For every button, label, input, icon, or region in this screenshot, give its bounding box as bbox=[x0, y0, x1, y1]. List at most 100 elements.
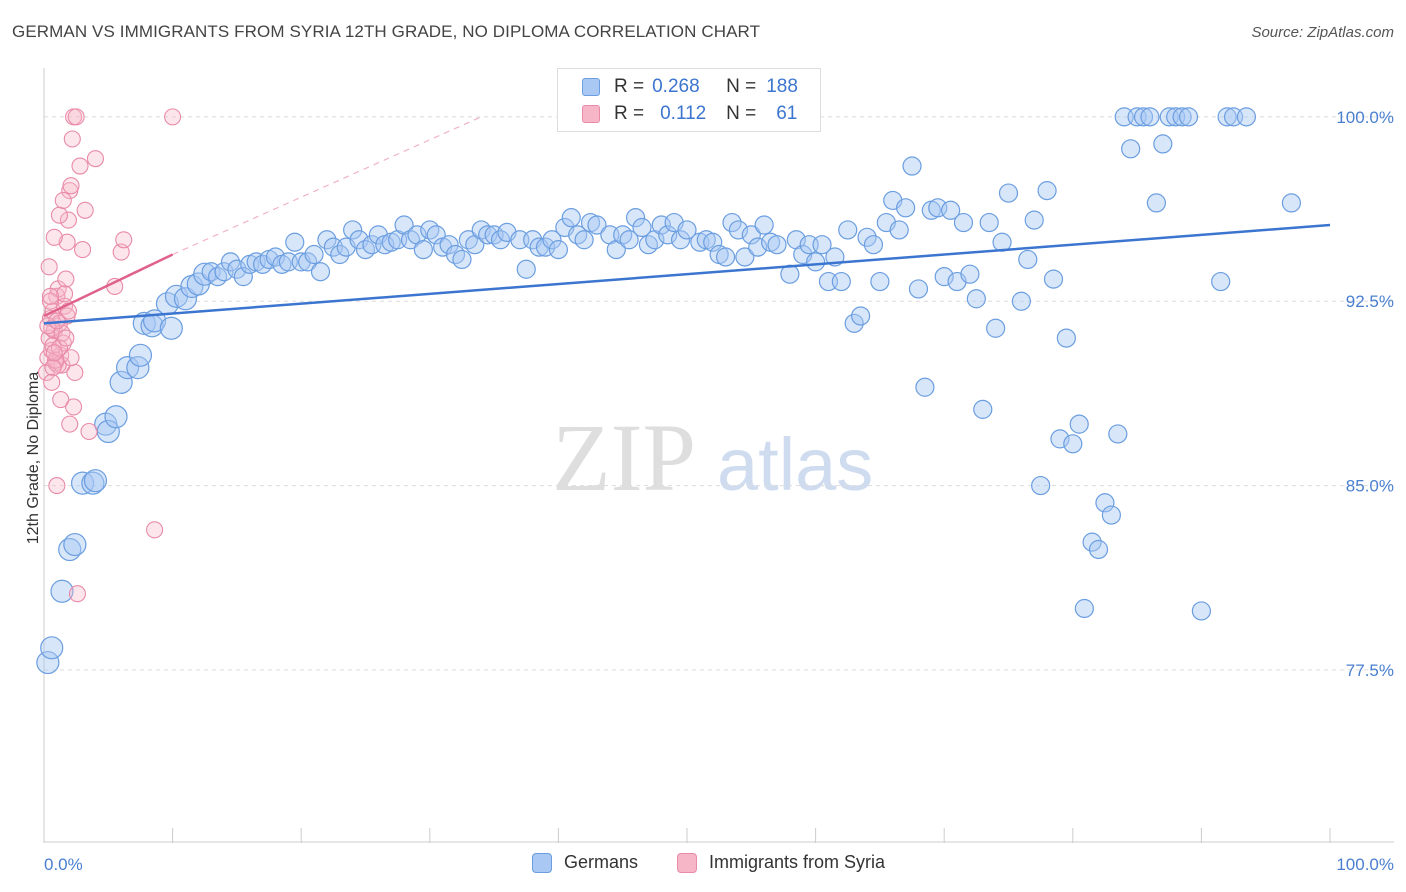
germans-point bbox=[298, 252, 318, 272]
germans-point bbox=[83, 469, 108, 493]
syria-point bbox=[61, 415, 79, 433]
germans-point bbox=[658, 225, 678, 245]
germans-point bbox=[896, 198, 916, 218]
germans-point bbox=[304, 244, 324, 265]
germans-point bbox=[490, 230, 511, 250]
germans-point bbox=[715, 247, 736, 267]
germans-point bbox=[838, 220, 858, 240]
germans-point bbox=[915, 377, 935, 397]
y-tick-label: 77.5% bbox=[1346, 661, 1394, 680]
germans-point bbox=[159, 316, 183, 340]
germans-point bbox=[1011, 291, 1031, 311]
bottom-legend-swatch-germans bbox=[532, 852, 552, 873]
germans-point bbox=[960, 264, 980, 284]
germans-point bbox=[413, 240, 433, 260]
syria-point bbox=[68, 585, 86, 603]
germans-point bbox=[400, 230, 421, 250]
y-tick-label: 85.0% bbox=[1346, 477, 1394, 496]
germans-point bbox=[587, 215, 607, 235]
germans-point bbox=[458, 230, 478, 250]
germans-point bbox=[953, 212, 974, 233]
grid-lines bbox=[44, 116, 1394, 671]
germans-point bbox=[889, 220, 909, 240]
germans-point bbox=[50, 579, 74, 603]
germans-point bbox=[36, 650, 60, 675]
germans-point bbox=[1178, 107, 1199, 127]
legend-r-label: R = bbox=[614, 103, 645, 124]
syria-point bbox=[56, 285, 74, 303]
syria-point bbox=[44, 359, 62, 377]
watermark-atlas: atlas bbox=[717, 423, 873, 506]
legend-n-value: 188 bbox=[766, 76, 798, 97]
germans-point bbox=[844, 313, 864, 333]
germans-point bbox=[452, 249, 472, 270]
germans-point bbox=[1074, 598, 1094, 619]
germans-point bbox=[1037, 181, 1057, 201]
syria-point bbox=[45, 228, 63, 246]
germans-point bbox=[1281, 193, 1302, 213]
germans-point bbox=[1236, 107, 1257, 127]
legend-n-value: 61 bbox=[776, 103, 798, 124]
y-tick-label: 100.0% bbox=[1336, 108, 1394, 127]
syria-point bbox=[65, 398, 83, 416]
source-label: Source: ZipAtlas.com bbox=[1251, 24, 1394, 41]
germans-point bbox=[870, 271, 890, 292]
germans-point bbox=[619, 230, 639, 250]
germans-point bbox=[1063, 434, 1083, 454]
germans-point bbox=[638, 235, 659, 255]
syria-point bbox=[164, 108, 182, 126]
syria-point bbox=[57, 329, 75, 347]
syria-point bbox=[62, 349, 80, 367]
syria-point bbox=[54, 191, 72, 209]
germans-point bbox=[1056, 328, 1076, 348]
legend-swatch-syria bbox=[582, 105, 600, 123]
germans-trend-line bbox=[43, 223, 1331, 325]
syria-points bbox=[38, 108, 182, 603]
syria-point bbox=[71, 157, 89, 175]
germans-point bbox=[632, 217, 652, 238]
germans-point bbox=[857, 227, 877, 247]
germans-point bbox=[767, 235, 787, 255]
germans-point bbox=[173, 287, 198, 311]
germans-point bbox=[1101, 505, 1121, 525]
germans-point bbox=[220, 252, 241, 272]
germans-point bbox=[1050, 429, 1070, 449]
legend-n-label: N = bbox=[726, 76, 757, 97]
germans-point bbox=[754, 215, 774, 235]
germans-point bbox=[703, 232, 723, 252]
germans-point bbox=[1133, 107, 1154, 127]
x-tick-label-min: 0.0% bbox=[44, 855, 83, 874]
syria-point bbox=[43, 373, 61, 391]
germans-point bbox=[1140, 107, 1160, 127]
germans-point bbox=[317, 230, 337, 250]
germans-point bbox=[1172, 107, 1192, 127]
germans-point bbox=[1088, 539, 1109, 560]
germans-point bbox=[568, 225, 588, 245]
germans-point bbox=[1031, 475, 1051, 496]
germans-point bbox=[574, 230, 594, 250]
germans-point bbox=[863, 235, 884, 255]
germans-point bbox=[310, 262, 331, 282]
germans-point bbox=[115, 355, 140, 380]
germans-point bbox=[561, 208, 581, 228]
syria-point bbox=[74, 241, 92, 259]
chart-title: GERMAN VS IMMIGRANTS FROM SYRIA 12TH GRA… bbox=[12, 22, 761, 41]
germans-point bbox=[1024, 210, 1044, 230]
germans-point bbox=[1211, 271, 1231, 292]
y-axis-title: 12th Grade, No Diploma bbox=[25, 372, 42, 545]
germans-point bbox=[670, 230, 691, 250]
germans-point bbox=[1146, 193, 1166, 213]
correlation-legend: R = 0.268 N = 188 R = 0.112 N = 61 bbox=[557, 68, 821, 132]
syria-point bbox=[58, 233, 76, 251]
germans-point bbox=[998, 183, 1019, 203]
syria-point bbox=[59, 211, 77, 229]
germans-point bbox=[1191, 601, 1212, 621]
y-tick-labels: 100.0% 92.5% 85.0% 77.5% bbox=[1336, 108, 1394, 680]
germans-point bbox=[355, 240, 376, 260]
germans-point bbox=[741, 225, 761, 245]
germans-point bbox=[516, 259, 536, 279]
bottom-legend-label-syria: Immigrants from Syria bbox=[709, 852, 886, 872]
x-tick-label-max: 100.0% bbox=[1336, 855, 1394, 874]
germans-point bbox=[343, 220, 363, 240]
